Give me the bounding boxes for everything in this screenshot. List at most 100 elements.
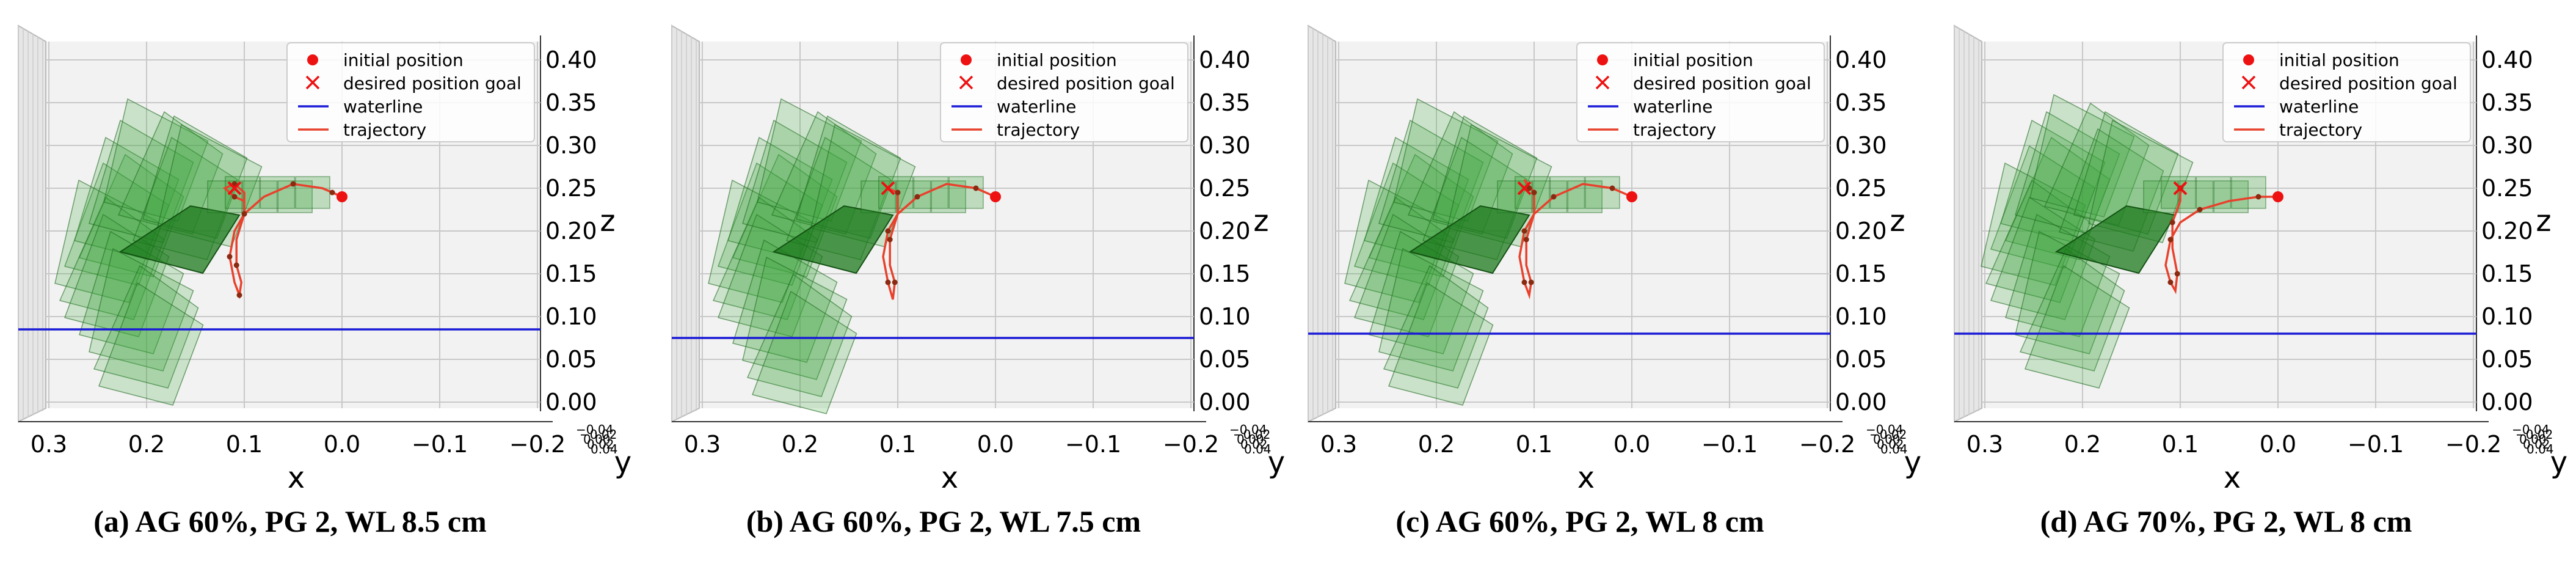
robot-tail-plate <box>242 180 278 213</box>
legend: initial position desired position goal wat… <box>286 42 535 142</box>
z-tick-label: 0.20 <box>2481 218 2533 244</box>
robot-plate <box>732 239 838 363</box>
chart-panel-3: 0.3 0.2 0.1 0.0 −0.1 −0.2 0.00 0.05 0.10 0.15 0.20… <box>1954 24 2567 538</box>
legend-label-goal: desired position goal <box>343 73 522 94</box>
x-tick-label: 0.3 <box>684 431 721 458</box>
robot-tail-plate <box>2213 180 2249 213</box>
z-tick-label: 0.20 <box>1835 218 1887 244</box>
y-tick-label: 0.04 <box>2527 442 2554 457</box>
y-axis-label: y <box>614 446 631 480</box>
robot-tail-plate <box>948 176 984 209</box>
goal-position-marker <box>1517 181 1532 196</box>
z-tick-label: 0.15 <box>2481 260 2533 287</box>
legend: initial position desired position goal wat… <box>940 42 1188 142</box>
trajectory-point <box>241 211 247 217</box>
x-tick-label: 0.2 <box>2064 431 2101 458</box>
robot-plate <box>1364 136 1469 260</box>
y-tick-label: −0.04 <box>2512 422 2549 437</box>
legend-label-trajectory: trajectory <box>343 120 426 140</box>
robot-plate <box>757 98 862 222</box>
legend-goal-marker <box>959 75 973 90</box>
y-tick-label: −0.04 <box>576 422 613 437</box>
robot-plate <box>79 230 184 354</box>
z-tick-label: 0.35 <box>2481 89 2533 116</box>
robot-plate <box>1383 265 1489 389</box>
chart-panel-2: 0.3 0.2 0.1 0.0 −0.1 −0.2 0.00 0.05 0.10 0.15 0.20… <box>1308 24 1921 538</box>
z-tick-label: 0.10 <box>1835 303 1887 330</box>
trajectory-point <box>290 181 296 187</box>
initial-position-marker <box>990 191 1001 202</box>
robot-plate <box>2043 102 2150 226</box>
z-tick-label: 0.40 <box>545 46 597 73</box>
z-tick-label: 0.05 <box>1199 346 1251 373</box>
robot-plate <box>746 273 853 397</box>
z-tick-label: 0.05 <box>2481 346 2533 373</box>
initial-position-marker <box>337 191 347 202</box>
trajectory-point <box>1523 237 1529 243</box>
legend-label-goal: desired position goal <box>997 73 1175 94</box>
legend-label-waterline: waterline <box>997 97 1076 117</box>
chart-panel-1: 0.3 0.2 0.1 0.0 −0.1 −0.2 0.00 0.05 0.10 0.15 0.20… <box>671 24 1285 538</box>
z-axis-label: z <box>600 204 615 238</box>
trajectory-point <box>914 194 920 200</box>
y-tick-label: 0.02 <box>587 437 614 452</box>
robot-plate <box>742 256 848 380</box>
trajectory-point <box>892 279 898 285</box>
trajectory-point <box>2167 237 2174 243</box>
x-axis-label: x <box>941 461 958 495</box>
x-tick-label: −0.2 <box>1163 431 1219 458</box>
robot-tail-plate <box>1532 180 1568 213</box>
trajectory-point <box>1551 194 1557 200</box>
robot-tail-plate <box>1497 180 1532 213</box>
legend-initial-marker <box>961 54 972 65</box>
legend-initial-marker <box>307 54 318 65</box>
trajectory-point <box>895 189 901 196</box>
figure-caption: (b) AG 60%, PG 2, WL 7.5 cm <box>746 504 1141 538</box>
x-tick-label: 0.1 <box>1516 431 1552 458</box>
z-tick-label: 0.40 <box>1835 46 1887 73</box>
x-tick-label: 0.0 <box>1614 431 1650 458</box>
robot-tail-plate <box>2143 180 2178 213</box>
z-axis-label: z <box>1890 204 1905 238</box>
z-tick-label: 0.15 <box>1199 260 1251 287</box>
x-tick-label: 0.0 <box>324 431 360 458</box>
trajectory-point <box>1521 228 1527 234</box>
y-tick-label: 0.02 <box>1240 437 1268 452</box>
robot-plate <box>2029 94 2135 218</box>
robot-tail-plate <box>2231 176 2266 209</box>
goal-position-marker <box>881 181 895 196</box>
trajectory-point <box>236 292 242 298</box>
robot-plate <box>727 136 833 260</box>
legend-goal-marker <box>1595 75 1610 90</box>
robot-tail-plate <box>295 176 330 209</box>
legend-label-goal: desired position goal <box>2279 73 2458 94</box>
x-tick-label: −0.2 <box>1799 431 1855 458</box>
robot-plate <box>1393 98 1499 222</box>
legend-label-trajectory: trajectory <box>1633 120 1716 140</box>
legend-label-goal: desired position goal <box>1633 73 1811 94</box>
x-axis-label: x <box>288 461 305 495</box>
x-tick-label: −0.1 <box>412 431 468 458</box>
z-tick-label: 0.30 <box>1835 132 1887 159</box>
legend-goal-marker <box>305 75 320 90</box>
z-tick-label: 0.15 <box>545 260 597 287</box>
z-tick-label: 0.25 <box>1835 175 1887 202</box>
robot-plate <box>2025 265 2130 389</box>
legend-label-trajectory: trajectory <box>2279 120 2362 140</box>
trajectory-point <box>2174 271 2180 277</box>
robot-plate <box>98 282 204 406</box>
robot-tail-plate <box>1585 176 1620 209</box>
z-tick-label: 0.35 <box>1199 89 1251 116</box>
z-tick-label: 0.25 <box>1199 175 1251 202</box>
y-tick-label: 0.02 <box>1877 437 1904 452</box>
z-tick-label: 0.35 <box>545 89 597 116</box>
figure-caption: (d) AG 70%, PG 2, WL 8 cm <box>2040 504 2412 538</box>
x-tick-label: 0.1 <box>226 431 263 458</box>
z-tick-label: 0.05 <box>1835 346 1887 373</box>
z-tick-label: 0.40 <box>1199 46 1251 73</box>
trajectory-point <box>2255 194 2261 200</box>
y-tick-label: 0.00 <box>1873 432 1901 447</box>
z-tick-label: 0.00 <box>1199 389 1251 416</box>
legend-label-waterline: waterline <box>1633 97 1712 117</box>
z-tick-label: 0.15 <box>1835 260 1887 287</box>
